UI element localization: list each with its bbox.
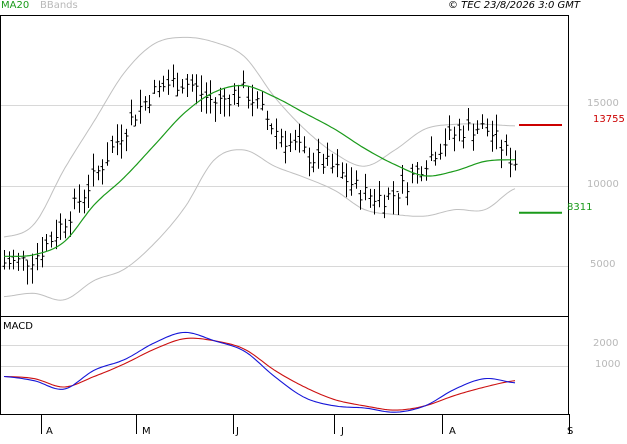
xtick-label-j2: J [341,426,344,437]
price-levels-layer [519,124,562,214]
xtick-label-a2: A [449,426,456,437]
support-level-label: 8311 [567,202,593,213]
x-axis-ticks [41,414,570,434]
bbands-lower-line [3,149,516,301]
macd-layer [3,331,516,413]
price-ytick-10000: 10000 [587,179,619,190]
resistance-level-label: 13755 [593,114,625,125]
ma20-layer [4,84,516,258]
macd-title: MACD [3,321,33,332]
macd-panel-frame [0,316,569,415]
price-ytick-5000: 5000 [590,259,616,270]
macd-ytick-1000: 1000 [595,359,621,370]
source-timestamp: © TEC 23/8/2026 3:0 GMT [448,0,580,11]
xtick-label-a1: A [46,426,53,437]
legend-bbands: BBands [40,0,78,11]
ohlc-bars-layer [2,64,518,285]
price-ytick-15000: 15000 [587,98,619,109]
macd-ytick-2000: 2000 [593,338,619,349]
price-panel-frame [0,15,569,317]
legend-ma20: MA20 [1,0,30,11]
xtick-label-s: S [567,426,574,437]
xtick-label-m: M [142,426,151,437]
ma20-line [4,84,516,258]
xtick-label-j1: J [236,426,239,437]
macd-line [3,331,516,413]
bbands-layer [3,36,516,301]
gridlines [1,105,568,367]
macd-signal-line [3,337,516,411]
bbands-upper-line [3,36,516,238]
